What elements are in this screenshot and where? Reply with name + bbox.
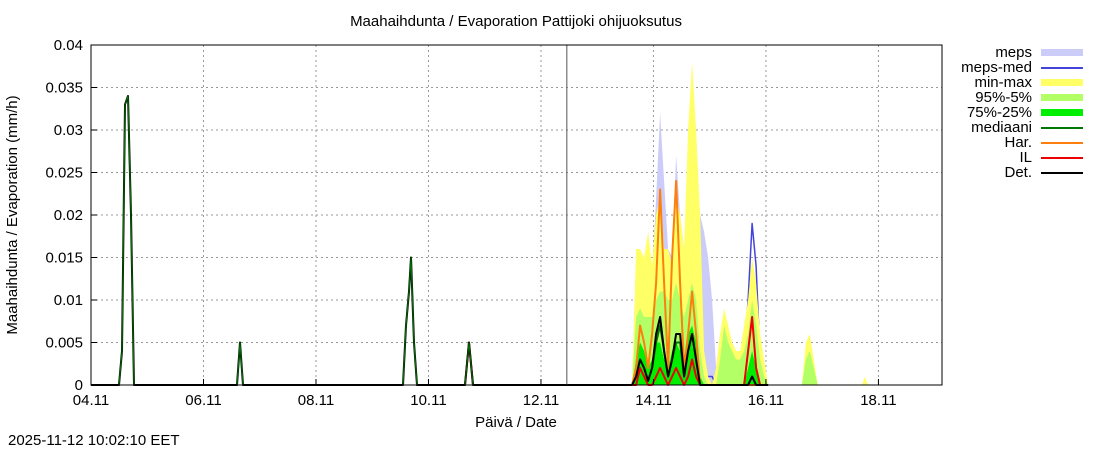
legend-label: min-max xyxy=(974,74,1032,91)
p95-5-area xyxy=(801,351,818,385)
legend-swatch xyxy=(1041,94,1083,101)
legend-label: 95%-5% xyxy=(975,89,1032,106)
y-tick-label: 0.025 xyxy=(45,165,83,182)
legend-label: meps xyxy=(995,44,1032,61)
series-layer xyxy=(91,62,868,386)
legend-label: Det. xyxy=(1004,164,1032,181)
legend-swatch xyxy=(1041,79,1083,86)
y-tick-label: 0.035 xyxy=(45,80,83,97)
legend-label: 75%-25% xyxy=(967,104,1032,121)
y-tick-label: 0.04 xyxy=(54,37,83,54)
x-tick-label: 04.11 xyxy=(73,392,109,409)
y-tick-label: 0.005 xyxy=(45,335,83,352)
y-tick-label: 0 xyxy=(75,377,83,394)
legend-swatch xyxy=(1041,109,1083,116)
y-tick-label: 0.02 xyxy=(54,207,83,224)
timestamp: 2025-11-12 10:02:10 EET xyxy=(8,432,180,449)
plot-border xyxy=(90,44,943,386)
x-tick-label: 12.11 xyxy=(523,392,559,409)
x-axis-label: Päivä / Date xyxy=(475,414,557,431)
legend-label: mediaani xyxy=(971,119,1032,136)
mediaani-history-line xyxy=(91,95,633,386)
x-tick-label: 16.11 xyxy=(748,392,784,409)
x-tick-label: 18.11 xyxy=(860,392,896,409)
min-max-area xyxy=(862,376,868,385)
legend: mepsmeps-medmin-max95%-5%75%-25%mediaani… xyxy=(961,44,1083,181)
y-tick-label: 0.01 xyxy=(54,292,83,309)
y-tick-label: 0.015 xyxy=(45,250,83,267)
legend-label: IL xyxy=(1019,149,1032,166)
y-axis-label: Maahaihdunta / Evaporation (mm/h) xyxy=(4,95,21,334)
x-tick-label: 08.11 xyxy=(298,392,334,409)
x-tick-label: 06.11 xyxy=(185,392,221,409)
y-tick-label: 0.03 xyxy=(54,122,83,139)
axes: 0 0.005 0.01 0.015 0.02 0.025 0.03 0.035 0.04 04.… xyxy=(45,37,943,409)
legend-label: Har. xyxy=(1004,134,1032,151)
det-history-line xyxy=(91,95,633,386)
legend-label: meps-med xyxy=(961,59,1032,76)
x-tick-label: 14.11 xyxy=(635,392,671,409)
grid xyxy=(91,45,942,385)
chart-title: Maahaihdunta / Evaporation Pattijoki ohi… xyxy=(350,13,682,30)
x-tick-label: 10.11 xyxy=(410,392,446,409)
legend-swatch xyxy=(1041,49,1083,56)
